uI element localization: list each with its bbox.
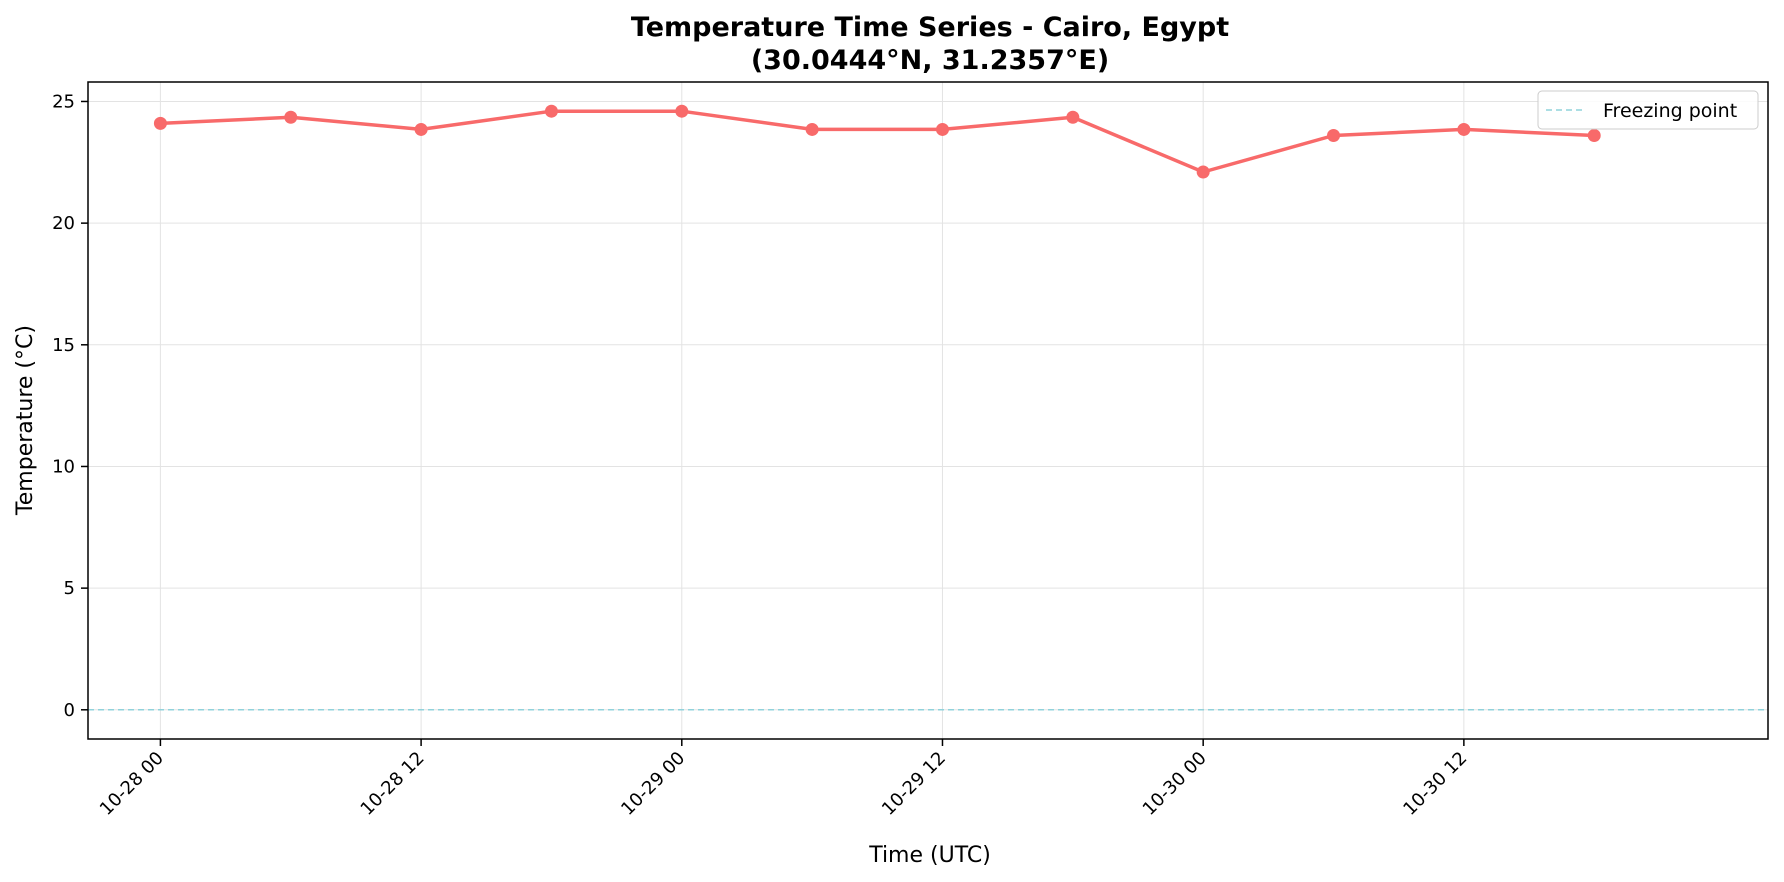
temperature-point [675,104,689,118]
grid-lines [88,82,1768,739]
chart-title-line2: (30.0444°N, 31.2357°E) [751,45,1109,76]
temperature-point [935,122,949,136]
x-tick-label: 10-28 12 [357,748,429,820]
temperature-point [414,122,428,136]
legend-freezing-point-label: Freezing point [1603,100,1737,122]
temperature-point [153,116,167,130]
x-tick-label: 10-29 00 [617,748,689,820]
temperature-point [1196,165,1210,179]
temperature-point [1457,122,1471,136]
y-tick-label: 0 [64,700,75,721]
y-tick-label: 5 [64,578,75,599]
temperature-line [160,109,1595,174]
temperature-point [805,122,819,136]
x-tick-label: 10-30 00 [1139,748,1211,820]
y-axis-label: Temperature (°C) [13,325,38,516]
legend: Freezing point [1537,90,1759,130]
temperature-point [284,110,298,124]
temperature-series [153,104,1601,179]
y-tick-label: 15 [52,335,75,356]
y-tick-label: 20 [52,213,75,234]
x-axis-label: Time (UTC) [868,843,991,868]
chart-title-line1: Temperature Time Series - Cairo, Egypt [631,12,1229,43]
temperature-point [544,104,558,118]
y-axis-ticks: 0 5 10 15 20 25 [52,91,88,721]
y-tick-label: 25 [52,91,75,112]
x-tick-label: 10-28 00 [96,748,168,820]
plot-area [87,81,1769,740]
x-axis-ticks: 10-28 00 10-28 12 10-29 00 10-29 12 10-30 00… [96,739,1471,820]
x-tick-label: 10-29 12 [878,748,950,820]
x-tick-label: 10-30 12 [1399,748,1471,820]
legend-box [1537,90,1759,130]
temperature-point [1327,129,1341,143]
y-tick-label: 10 [52,456,75,477]
temperature-point [1066,110,1080,124]
temperature-point [1587,129,1601,143]
